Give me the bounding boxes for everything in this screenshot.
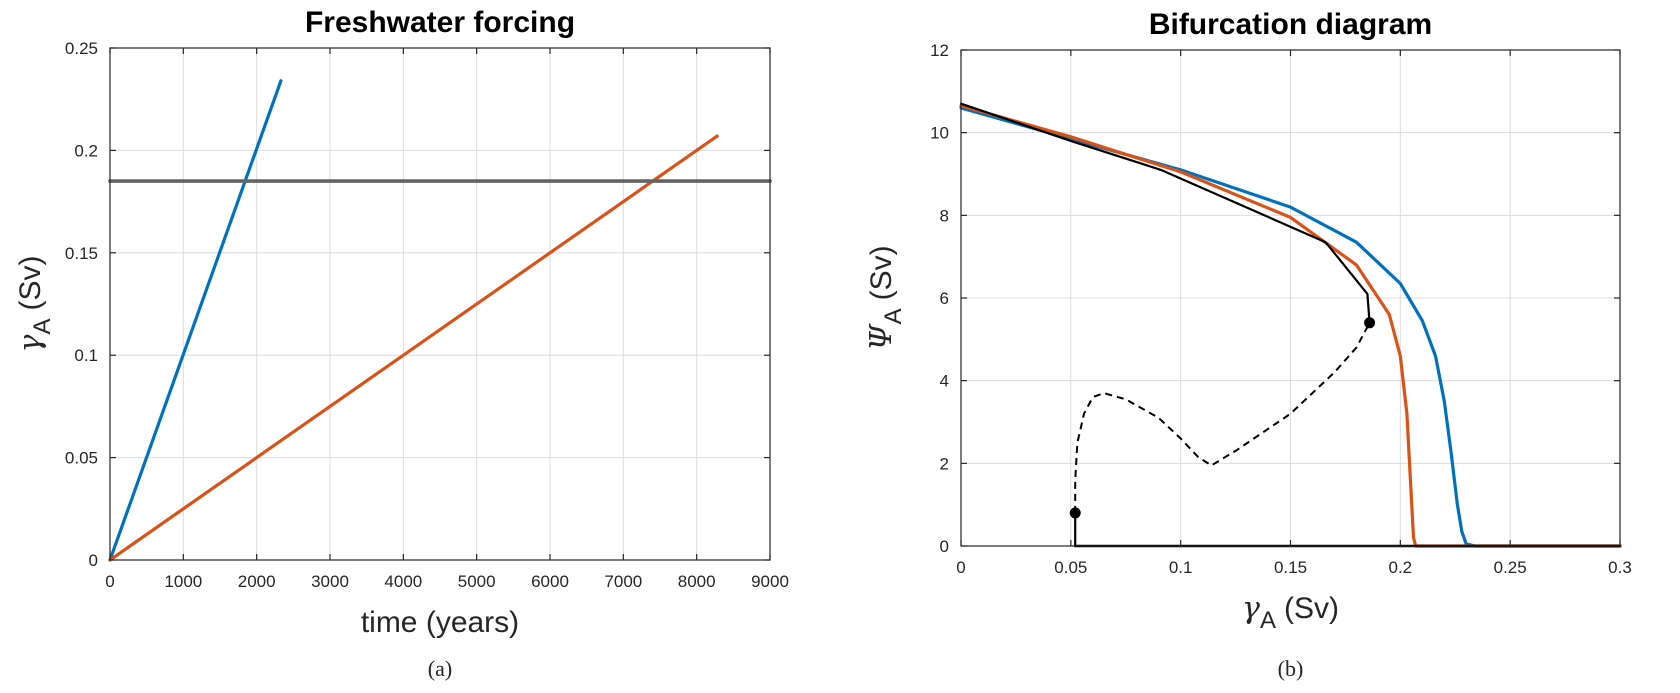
- x-tick-label-a-9: 9000: [751, 572, 789, 591]
- y-axis-unit-a: (Sv): [14, 256, 47, 311]
- y-tick-label-a-4: 0.2: [74, 141, 98, 160]
- y-axis-unit-b: (Sv): [865, 245, 898, 300]
- axes-frame-a: [109, 47, 771, 561]
- y-axis-symbol-a: γ: [13, 334, 48, 352]
- y-tick-label-b-1: 2: [940, 454, 949, 473]
- y-tick-label-b-6: 12: [930, 41, 949, 60]
- y-tick-label-b-5: 10: [930, 124, 949, 143]
- y-axis-subscript-b: A: [880, 308, 907, 324]
- grid-b: [960, 49, 1621, 547]
- chart-title-a: Freshwater forcing: [305, 6, 575, 39]
- y-tick-label-a-3: 0.15: [65, 244, 98, 263]
- y-tick-label-a-5: 0.25: [65, 39, 98, 58]
- ticks-b: 0 0.05 0.1 0.15 0.2 0.25 0.3 0 2 4 6 8 10 12: [930, 41, 1632, 577]
- y-tick-label-b-3: 6: [940, 289, 949, 308]
- y-axis-symbol-b: Ψ: [864, 323, 899, 351]
- x-tick-label-a-8: 8000: [678, 572, 716, 591]
- x-axis-symbol-b: γ: [1242, 591, 1260, 626]
- y-axis-subscript-a: A: [29, 319, 56, 335]
- x-axis-label-a: time (years): [361, 606, 519, 639]
- x-axis-subscript-b: A: [1260, 607, 1276, 634]
- x-tick-label-a-2: 2000: [238, 572, 276, 591]
- y-tick-label-b-0: 0: [940, 537, 949, 556]
- x-axis-label-b: γA (Sv): [1242, 591, 1339, 634]
- caption-a: (a): [428, 656, 452, 681]
- grid-a: [109, 47, 771, 561]
- caption-b: (b): [1278, 656, 1304, 681]
- chart-title-b: Bifurcation diagram: [1149, 8, 1432, 41]
- x-tick-label-a-1: 1000: [164, 572, 202, 591]
- y-tick-label-a-1: 0.05: [65, 449, 98, 468]
- y-tick-label-b-4: 8: [940, 206, 949, 225]
- x-tick-label-b-2: 0.1: [1169, 558, 1193, 577]
- series-line-a-1: [108, 134, 719, 562]
- x-tick-label-a-6: 6000: [531, 572, 569, 591]
- y-axis-label-a: γA (Sv): [13, 256, 56, 353]
- x-tick-label-b-1: 0.05: [1054, 558, 1087, 577]
- series-line-a-0: [108, 79, 283, 562]
- x-tick-label-b-0: 0: [956, 558, 965, 577]
- x-tick-label-b-6: 0.3: [1608, 558, 1632, 577]
- series-line-b-1: [959, 104, 1622, 548]
- x-tick-label-b-4: 0.2: [1389, 558, 1413, 577]
- y-axis-label-b: ΨA (Sv): [864, 245, 907, 350]
- series-line-b-2: [959, 102, 1371, 324]
- ticks-a: 0 1000 2000 3000 4000 5000 6000 7000 8000 9000 0 0.…: [65, 39, 789, 591]
- marker-point-b-0: [1069, 507, 1081, 519]
- y-tick-label-a-2: 0.1: [74, 346, 98, 365]
- marker-point-b-1: [1364, 317, 1376, 329]
- x-tick-label-a-7: 7000: [604, 572, 642, 591]
- x-tick-label-a-4: 4000: [384, 572, 422, 591]
- x-tick-label-b-3: 0.15: [1274, 558, 1307, 577]
- y-tick-label-a-0: 0: [89, 551, 98, 570]
- series-a: [108, 79, 772, 562]
- x-tick-label-b-5: 0.25: [1494, 558, 1527, 577]
- series-line-b-0: [959, 106, 1622, 548]
- x-tick-label-a-3: 3000: [311, 572, 349, 591]
- panel-bifurcation-diagram: 0 0.05 0.1 0.15 0.2 0.25 0.3 0 2 4 6 8 10 12 Bifurcat…: [864, 8, 1632, 681]
- x-tick-label-a-5: 5000: [458, 572, 496, 591]
- panel-freshwater-forcing: 0 1000 2000 3000 4000 5000 6000 7000 8000 9000 0 0.…: [13, 6, 789, 681]
- series-line-b-3: [1074, 322, 1371, 513]
- x-axis-unit-b: (Sv): [1284, 592, 1339, 625]
- y-tick-label-b-2: 4: [940, 372, 949, 391]
- x-tick-label-a-0: 0: [105, 572, 114, 591]
